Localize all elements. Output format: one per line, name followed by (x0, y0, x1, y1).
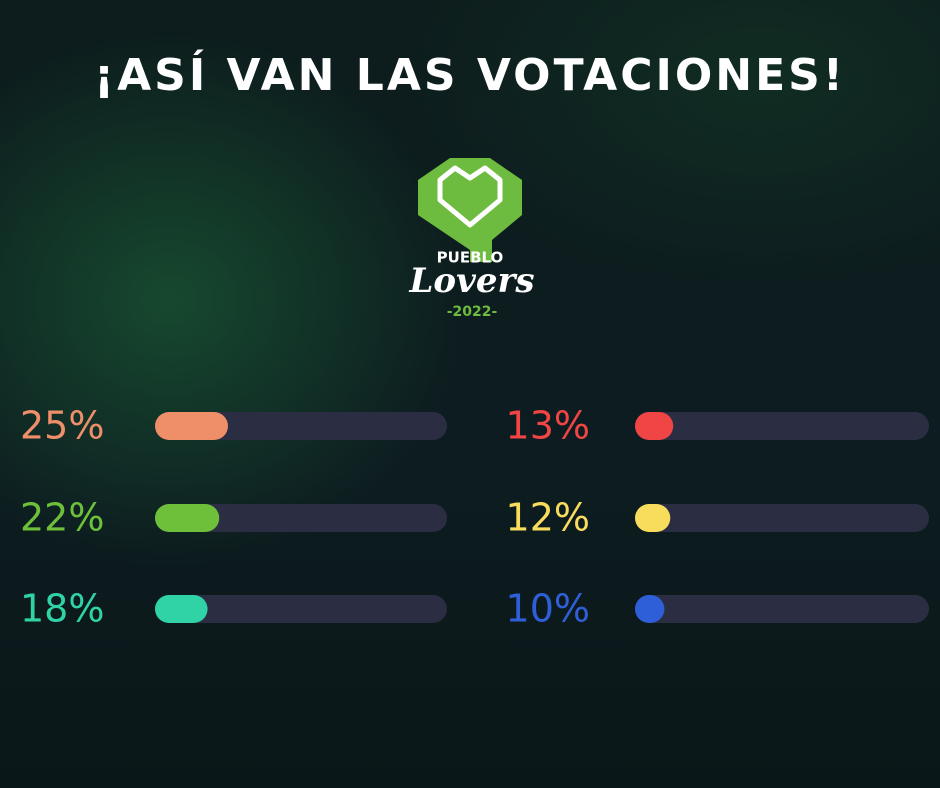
bar-track (155, 504, 447, 532)
bar (155, 504, 220, 532)
logo: PUEBLO Lovers -2022- (408, 158, 535, 320)
bar-track (635, 504, 929, 532)
value-label: 13% (506, 404, 590, 448)
value-label: 25% (20, 404, 104, 448)
bar-track (635, 595, 929, 623)
logo-heart (437, 165, 503, 228)
logo-name: Lovers (408, 261, 534, 301)
bar (635, 412, 674, 440)
bar (635, 504, 671, 532)
bars: 25% 22% 18% 13% 12% 10% (20, 404, 929, 631)
title: ¡ASÍ VAN LAS VOTACIONES! (94, 48, 846, 101)
logo-shape (418, 158, 522, 262)
value-label: 12% (506, 496, 590, 540)
bar (635, 595, 665, 623)
logo-top: PUEBLO (437, 249, 504, 267)
value-label: 10% (506, 587, 590, 631)
logo-year: -2022- (447, 304, 498, 320)
bar (155, 412, 228, 440)
bar-track (155, 595, 447, 623)
bar (155, 595, 208, 623)
bar-track (155, 412, 447, 440)
value-label: 18% (20, 587, 104, 631)
value-label: 22% (20, 496, 104, 540)
bar-track (635, 412, 929, 440)
